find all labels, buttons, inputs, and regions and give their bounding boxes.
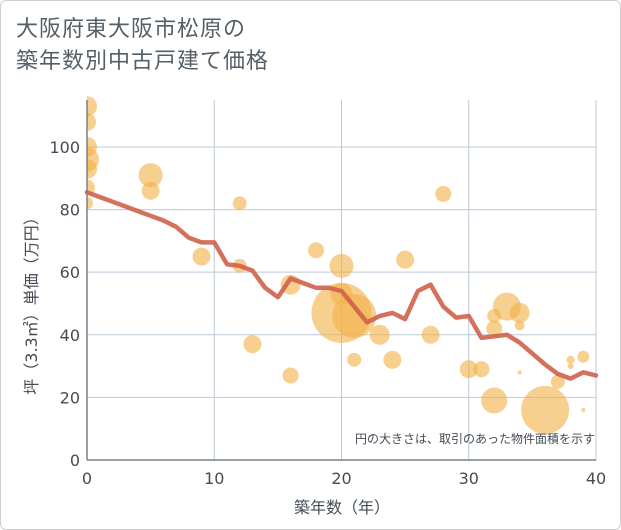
data-point-26 [459, 360, 478, 379]
data-point-1 [87, 112, 96, 131]
data-point-6 [87, 197, 93, 210]
data-point-27 [473, 361, 490, 378]
data-point-20 [347, 352, 362, 367]
data-point-8 [141, 181, 160, 200]
data-point-10 [232, 196, 247, 211]
data-point-32 [509, 302, 530, 323]
data-point-40 [581, 407, 586, 412]
data-point-0 [87, 96, 97, 117]
data-point-35 [521, 385, 570, 434]
chart-title-line-1: 大阪府東大阪市松原の [16, 17, 247, 42]
trend-layer [84, 190, 599, 381]
data-point-33 [514, 320, 525, 331]
y-tick-label-60: 60 [60, 263, 80, 282]
trend-line [84, 190, 599, 381]
x-tick-label-20: 20 [331, 469, 351, 488]
data-point-24 [421, 325, 440, 344]
y-tick-label-0: 0 [70, 451, 80, 470]
x-tick-label-0: 0 [82, 469, 92, 488]
data-point-19 [332, 294, 377, 338]
data-point-23 [396, 250, 415, 269]
data-point-36 [550, 374, 565, 389]
data-point-25 [435, 185, 452, 202]
data-point-9 [192, 247, 211, 266]
x-tick-label-40: 40 [586, 469, 606, 488]
x-axis-label: 築年数（年） [294, 498, 390, 517]
data-point-28 [481, 387, 508, 414]
chart-title-line-2: 築年数別中古戸建て価格 [16, 49, 270, 74]
data-point-30 [486, 320, 503, 337]
data-point-37 [566, 355, 575, 364]
data-point-38 [567, 363, 574, 370]
data-point-4 [87, 158, 97, 179]
data-point-34 [517, 370, 522, 375]
x-tick-label-10: 10 [204, 469, 224, 488]
data-point-22 [383, 350, 402, 369]
data-point-15 [308, 242, 325, 259]
size-legend-note: 円の大きさは、取引のあった物件面積を示す [355, 431, 595, 446]
data-point-12 [243, 335, 262, 354]
axes: 0 20 40 60 80 100 0 10 20 30 40 [49, 100, 606, 488]
y-tick-label-20: 20 [60, 388, 80, 407]
grid [87, 100, 597, 460]
y-tick-label-100: 100 [49, 138, 80, 157]
data-point-16 [329, 253, 354, 278]
data-point-14 [282, 367, 299, 384]
y-tick-label-80: 80 [60, 201, 80, 220]
data-point-21 [369, 324, 390, 345]
x-tick-label-30: 30 [459, 469, 479, 488]
chart-title: 大阪府東大阪市松原の 築年数別中古戸建て価格 [16, 14, 269, 78]
data-point-7 [138, 163, 163, 188]
y-tick-label-40: 40 [60, 326, 80, 345]
data-point-39 [577, 350, 590, 363]
y-axis-label: 坪（3.3㎡）単価（万円） [22, 209, 41, 394]
